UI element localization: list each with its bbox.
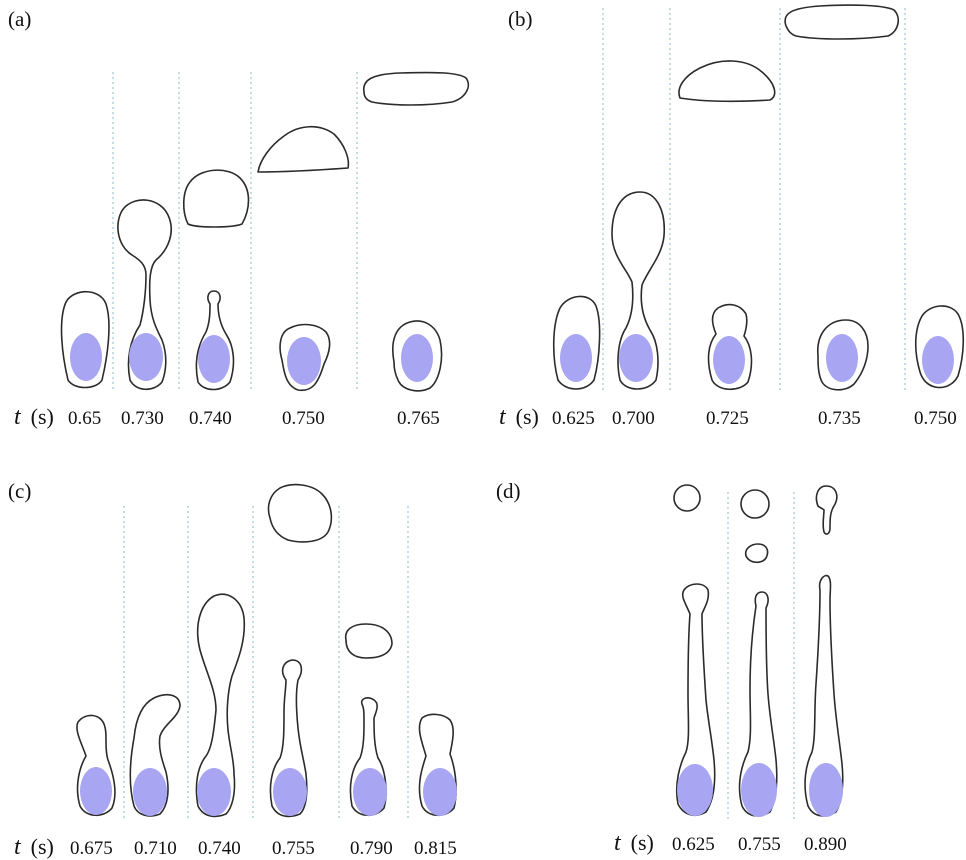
panel-b-frame-4 bbox=[784, 4, 900, 391]
detached-bubble bbox=[182, 169, 250, 228]
detached-bubble bbox=[363, 71, 470, 106]
time-label: 0.815 bbox=[414, 838, 457, 859]
particle bbox=[713, 336, 745, 384]
time-label: 0.765 bbox=[397, 408, 440, 429]
time-label: 0.735 bbox=[818, 408, 861, 429]
panel-d-axis-label: t (s) bbox=[614, 830, 654, 856]
time-label: 0.750 bbox=[914, 408, 957, 429]
particle bbox=[619, 334, 653, 382]
bubble-outline bbox=[675, 583, 716, 817]
panel-d: (d) t bbox=[496, 479, 847, 856]
panel-c-frame-1 bbox=[76, 714, 116, 817]
panel-a-frame-4 bbox=[257, 125, 350, 392]
time-label: 0.710 bbox=[134, 838, 177, 859]
detached-bubble bbox=[257, 125, 350, 173]
panel-b-axis-label: t (s) bbox=[499, 404, 539, 430]
bubble-outline bbox=[195, 593, 246, 818]
time-label: 0.625 bbox=[552, 408, 595, 429]
time-label: 0.675 bbox=[70, 838, 113, 859]
time-label: 0.625 bbox=[672, 834, 715, 855]
panel-a-label: (a) bbox=[8, 7, 31, 31]
panel-c-frame-6 bbox=[418, 713, 457, 817]
detached-bubble bbox=[784, 4, 900, 40]
time-label: 0.65 bbox=[68, 408, 101, 429]
panel-a-frame-3 bbox=[182, 169, 250, 391]
panel-d-label: (d) bbox=[496, 479, 521, 503]
time-label: 0.750 bbox=[282, 408, 325, 429]
particle bbox=[129, 333, 163, 381]
particle bbox=[353, 768, 387, 816]
particle bbox=[197, 768, 231, 816]
panel-a: (a) bbox=[8, 7, 470, 430]
particle bbox=[826, 334, 858, 382]
panel-b-frame-5 bbox=[914, 305, 965, 389]
panel-d-frame-1 bbox=[673, 484, 716, 817]
panel-b-label: (b) bbox=[508, 7, 533, 31]
panel-c-frame-3 bbox=[195, 593, 246, 818]
particle bbox=[677, 764, 713, 816]
panel-b-frame-1 bbox=[552, 295, 601, 390]
panel-c-axis-label: t (s) bbox=[14, 834, 54, 860]
time-label: 0.740 bbox=[198, 838, 241, 859]
panel-b-frame-3 bbox=[678, 60, 776, 391]
panel-c-frame-2 bbox=[129, 693, 181, 817]
panel-c-frame-5 bbox=[344, 623, 393, 817]
particle bbox=[809, 763, 843, 817]
particle bbox=[741, 763, 777, 817]
time-label: 0.700 bbox=[612, 408, 655, 429]
detached-bubble bbox=[678, 60, 776, 103]
particle bbox=[273, 768, 307, 816]
particle bbox=[70, 333, 102, 381]
particle bbox=[401, 334, 433, 382]
particle bbox=[198, 335, 230, 383]
time-label: 0.725 bbox=[706, 408, 749, 429]
particle bbox=[80, 767, 112, 815]
panel-c-frame-4 bbox=[267, 483, 333, 818]
particle bbox=[287, 337, 321, 385]
panel-a-axis-label: t (s) bbox=[14, 404, 54, 430]
time-label: 0.890 bbox=[804, 834, 847, 855]
particle bbox=[922, 336, 954, 384]
panel-a-frame-5 bbox=[363, 71, 470, 392]
time-label: 0.730 bbox=[121, 408, 164, 429]
panel-c: (c) bbox=[8, 479, 457, 860]
particle bbox=[133, 768, 167, 816]
particle bbox=[560, 334, 592, 382]
particle bbox=[423, 768, 457, 816]
detached-bubble bbox=[267, 483, 333, 543]
detached-bubble bbox=[344, 623, 393, 659]
time-label: 0.755 bbox=[738, 834, 781, 855]
detached-bubble bbox=[815, 485, 838, 535]
detached-bubble bbox=[744, 543, 769, 564]
time-label: 0.755 bbox=[272, 838, 315, 859]
time-label: 0.740 bbox=[189, 408, 232, 429]
detached-bubble bbox=[673, 484, 701, 512]
panel-b: (b) bbox=[499, 4, 965, 430]
panel-d-frame-3 bbox=[804, 485, 844, 817]
panel-a-frame-2 bbox=[117, 199, 172, 391]
time-label: 0.790 bbox=[350, 838, 393, 859]
detached-bubble bbox=[740, 489, 770, 519]
panel-b-frame-2 bbox=[611, 191, 665, 390]
panel-c-label: (c) bbox=[8, 479, 31, 503]
panel-a-frame-1 bbox=[60, 290, 110, 389]
panel-d-frame-2 bbox=[738, 489, 778, 817]
